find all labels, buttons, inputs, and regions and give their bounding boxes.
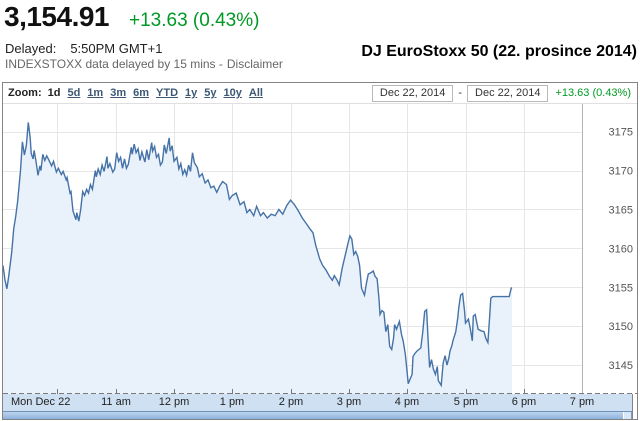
scrollbar-handle[interactable]: [623, 412, 632, 419]
x-axis-label: 5 pm: [453, 396, 479, 408]
zoom-option-1d[interactable]: 1d: [47, 87, 61, 99]
y-axis-label: 3165: [609, 204, 633, 216]
zoom-options: 1d 5d 1m 3m 6m YTD 1y 5y 10y All: [48, 87, 270, 99]
x-axis-label: 1 pm: [219, 396, 245, 408]
date-separator: -: [458, 87, 463, 99]
x-axis-label: 11 am: [101, 396, 131, 408]
x-axis-label: 12 pm: [158, 396, 190, 408]
disclaimer-link[interactable]: Disclaimer: [226, 57, 283, 71]
price-line: [3, 122, 513, 388]
quote-header: 3,154.91 +13.63 (0.43%): [4, 1, 259, 33]
date-from-input[interactable]: Dec 22, 2014: [371, 84, 454, 102]
zoom-option-3m[interactable]: 3m: [110, 87, 127, 99]
strip-corner: [632, 394, 637, 419]
zoom-option-all[interactable]: All: [248, 87, 263, 99]
date-to-input[interactable]: Dec 22, 2014: [467, 84, 549, 102]
price-change: +13.63 (0.43%): [129, 10, 260, 31]
x-axis-label: 7 pm: [569, 396, 595, 408]
zoom-option-ytd[interactable]: YTD: [156, 87, 179, 99]
y-axis-label: 3155: [609, 282, 633, 294]
day-label: Mon Dec 22: [11, 396, 71, 408]
range-scrollbar[interactable]: [3, 411, 637, 419]
x-axis-label: 3 pm: [336, 396, 362, 408]
zoom-option-10y[interactable]: 10y: [223, 87, 242, 99]
y-axis-label: 3175: [609, 127, 633, 139]
zoom-option-1y[interactable]: 1y: [185, 87, 198, 99]
zoom-option-6m[interactable]: 6m: [133, 87, 150, 99]
zoom-option-5d[interactable]: 5d: [67, 87, 81, 99]
delayed-label: Delayed:: [5, 41, 57, 56]
zoom-option-1m[interactable]: 1m: [87, 87, 104, 99]
zoom-toolbar: Zoom: 1d 5d 1m 3m 6m YTD 1y 5y 10y All Dec 22, 20…: [3, 83, 637, 104]
range-change: +13.63 (0.43%): [555, 87, 631, 99]
y-axis-label: 3170: [609, 166, 633, 178]
y-axis-label: 3160: [609, 243, 633, 255]
source-row: INDEXSTOXX data delayed by 15 mins - Disc…: [5, 57, 283, 71]
x-axis-label: 2 pm: [278, 396, 304, 408]
price-chart[interactable]: 3145 3150 3155 3160 3165 3170 3175: [3, 104, 637, 394]
chart-title: DJ EuroStoxx 50 (22. prosince 2014): [361, 43, 637, 60]
delayed-time: 5:50PM GMT+1: [70, 41, 163, 56]
y-axis-label: 3145: [609, 360, 633, 372]
area-fill: [3, 122, 513, 394]
date-range-controls: Dec 22, 2014 - Dec 22, 2014 +13.63 (0.43…: [371, 84, 632, 102]
source-note: INDEXSTOXX data delayed by 15 mins -: [5, 57, 223, 71]
zoom-label: Zoom:: [8, 87, 42, 99]
zoom-option-5y[interactable]: 5y: [204, 87, 217, 99]
y-axis-label: 3150: [609, 321, 633, 333]
delayed-row: Delayed: 5:50PM GMT+1: [5, 41, 162, 56]
x-axis-label: 6 pm: [511, 396, 537, 408]
time-axis-strip: Mon Dec 22 11 am 12 pm 1 pm 2 pm 3 pm 4 pm 5 p…: [3, 394, 637, 411]
x-axis-label: 4 pm: [394, 396, 420, 408]
last-price: 3,154.91: [4, 1, 110, 32]
chart-widget: Zoom: 1d 5d 1m 3m 6m YTD 1y 5y 10y All Dec 22, 20…: [2, 82, 638, 420]
